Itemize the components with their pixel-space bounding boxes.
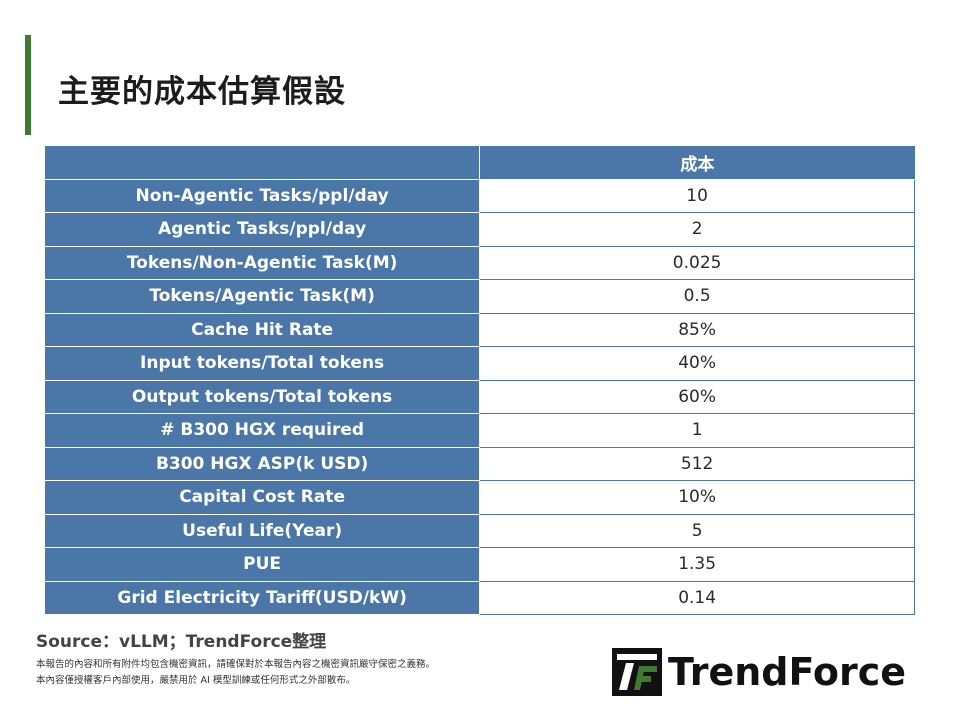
row-value: 85% — [479, 312, 915, 347]
row-label: Input tokens/Total tokens — [45, 346, 481, 381]
brand-logo: TrendForce — [612, 648, 932, 696]
table-row: Output tokens/Total tokens 60% — [45, 379, 915, 414]
row-value: 2 — [479, 212, 915, 247]
table-row: Grid Electricity Tariff(USD/kW) 0.14 — [45, 580, 915, 615]
row-label: Non-Agentic Tasks/ppl/day — [45, 179, 481, 213]
table-row: Non-Agentic Tasks/ppl/day 10 — [45, 178, 915, 213]
disclaimer-line: 本內容僅授權客戶內部使用，嚴禁用於 AI 模型訓練或任何形式之外部散布。 — [36, 675, 356, 686]
title-accent-bar — [25, 35, 31, 135]
row-value: 512 — [479, 446, 915, 481]
table-row: Cache Hit Rate 85% — [45, 312, 915, 347]
page-title: 主要的成本估算假設 — [58, 74, 346, 110]
cost-assumption-table: 成本 Non-Agentic Tasks/ppl/day 10 Agentic … — [45, 146, 915, 615]
trendforce-logo-icon — [612, 648, 662, 696]
row-label: Grid Electricity Tariff(USD/kW) — [45, 581, 481, 615]
row-value: 0.5 — [479, 279, 915, 314]
source-note: Source：vLLM；TrendForce整理 — [36, 632, 327, 652]
confidentiality-disclaimer: 本報告的內容和所有附件均包含機密資訊，請確保對於本報告內容之機密資訊嚴守保密之義… — [36, 657, 435, 689]
row-label: Useful Life(Year) — [45, 514, 481, 548]
row-value: 1 — [479, 413, 915, 448]
table-row: Tokens/Agentic Task(M) 0.5 — [45, 279, 915, 314]
table-row: Capital Cost Rate 10% — [45, 480, 915, 515]
table-header-cost: 成本 — [479, 146, 915, 180]
row-value: 0.14 — [479, 580, 915, 615]
row-label: Agentic Tasks/ppl/day — [45, 212, 481, 247]
row-value: 40% — [479, 346, 915, 381]
row-value: 0.025 — [479, 245, 915, 280]
row-value: 1.35 — [479, 547, 915, 582]
table-header-empty — [45, 146, 481, 180]
row-label: Capital Cost Rate — [45, 480, 481, 515]
row-value: 60% — [479, 379, 915, 414]
row-label: Cache Hit Rate — [45, 313, 481, 347]
table-row: Agentic Tasks/ppl/day 2 — [45, 212, 915, 247]
row-label: Tokens/Agentic Task(M) — [45, 279, 481, 314]
row-value: 5 — [479, 513, 915, 548]
row-label: Output tokens/Total tokens — [45, 380, 481, 414]
table-header-row: 成本 — [45, 146, 915, 180]
table-row: Useful Life(Year) 5 — [45, 513, 915, 548]
table-row: Input tokens/Total tokens 40% — [45, 346, 915, 381]
row-label: B300 HGX ASP(k USD) — [45, 447, 481, 481]
row-value: 10% — [479, 480, 915, 515]
table-row: Tokens/Non-Agentic Task(M) 0.025 — [45, 245, 915, 280]
row-label: Tokens/Non-Agentic Task(M) — [45, 246, 481, 280]
brand-name: TrendForce — [668, 650, 907, 694]
disclaimer-line: 本報告的內容和所有附件均包含機密資訊，請確保對於本報告內容之機密資訊嚴守保密之義… — [36, 659, 436, 670]
row-label: # B300 HGX required — [45, 413, 481, 448]
row-value: 10 — [479, 178, 915, 213]
table-row: B300 HGX ASP(k USD) 512 — [45, 446, 915, 481]
table-row: PUE 1.35 — [45, 547, 915, 582]
row-label: PUE — [45, 547, 481, 582]
table-row: # B300 HGX required 1 — [45, 413, 915, 448]
